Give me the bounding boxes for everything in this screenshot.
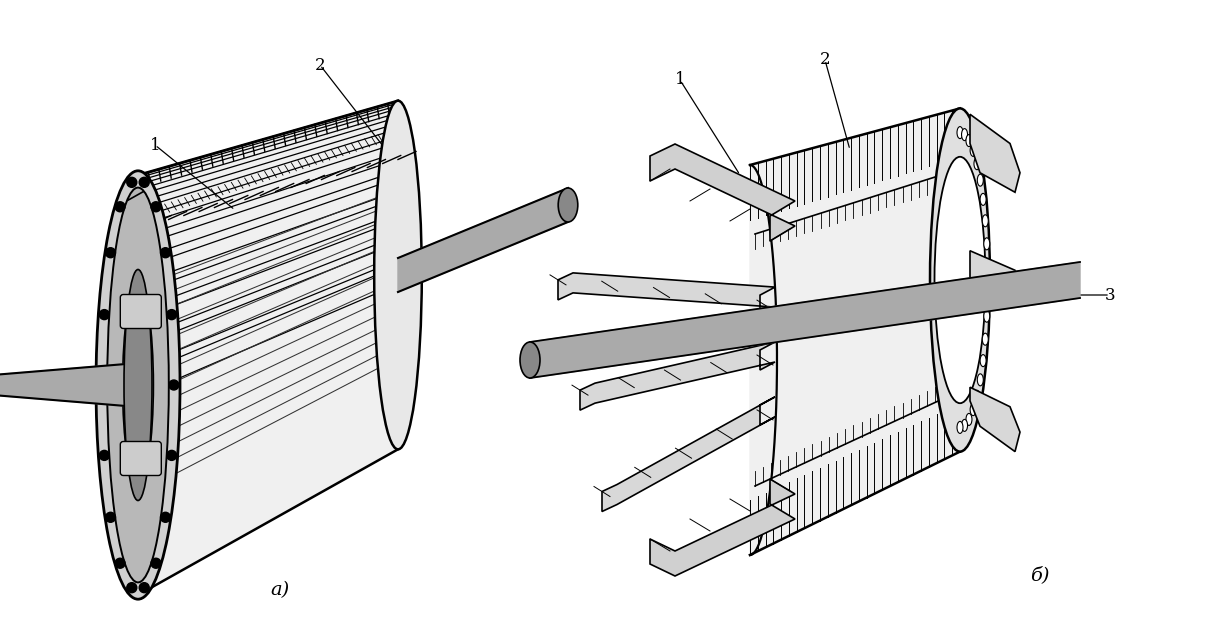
Circle shape xyxy=(139,177,150,187)
Ellipse shape xyxy=(935,157,985,403)
Polygon shape xyxy=(137,101,398,595)
Circle shape xyxy=(167,310,176,319)
Polygon shape xyxy=(651,479,795,576)
Text: 3: 3 xyxy=(1104,286,1115,304)
Circle shape xyxy=(100,310,109,319)
Ellipse shape xyxy=(966,413,972,425)
Text: 2: 2 xyxy=(315,57,326,74)
Ellipse shape xyxy=(962,419,968,431)
Circle shape xyxy=(126,583,136,592)
Ellipse shape xyxy=(978,174,984,186)
Circle shape xyxy=(151,558,161,568)
Ellipse shape xyxy=(985,262,991,274)
Circle shape xyxy=(169,380,179,390)
Ellipse shape xyxy=(957,126,963,138)
Ellipse shape xyxy=(966,135,972,147)
Ellipse shape xyxy=(974,391,980,403)
Ellipse shape xyxy=(984,310,990,322)
Ellipse shape xyxy=(970,144,976,156)
Circle shape xyxy=(116,202,125,211)
Ellipse shape xyxy=(985,286,991,298)
Circle shape xyxy=(116,558,125,568)
Circle shape xyxy=(161,512,170,522)
Ellipse shape xyxy=(96,171,180,599)
Ellipse shape xyxy=(107,187,169,582)
Polygon shape xyxy=(970,251,1025,300)
FancyBboxPatch shape xyxy=(120,441,162,476)
Ellipse shape xyxy=(375,101,422,450)
Circle shape xyxy=(106,248,116,258)
Polygon shape xyxy=(970,387,1020,451)
Circle shape xyxy=(97,380,107,390)
Ellipse shape xyxy=(980,354,986,366)
Ellipse shape xyxy=(957,422,963,434)
Polygon shape xyxy=(602,397,775,512)
Circle shape xyxy=(100,450,109,460)
Polygon shape xyxy=(750,109,959,555)
Ellipse shape xyxy=(930,109,990,451)
Ellipse shape xyxy=(984,238,990,250)
Polygon shape xyxy=(0,363,137,407)
Polygon shape xyxy=(398,188,568,292)
Ellipse shape xyxy=(978,374,984,386)
Text: 1: 1 xyxy=(150,137,161,154)
Polygon shape xyxy=(530,262,1080,378)
Polygon shape xyxy=(651,144,795,241)
Ellipse shape xyxy=(124,269,152,500)
Ellipse shape xyxy=(520,342,540,378)
FancyBboxPatch shape xyxy=(120,295,162,328)
Ellipse shape xyxy=(980,194,986,205)
Circle shape xyxy=(151,202,161,211)
Text: а): а) xyxy=(270,581,289,599)
Polygon shape xyxy=(558,273,775,315)
Ellipse shape xyxy=(962,129,968,140)
Circle shape xyxy=(161,248,170,258)
Circle shape xyxy=(126,177,136,187)
Ellipse shape xyxy=(983,333,989,345)
Circle shape xyxy=(139,583,150,592)
Text: б): б) xyxy=(1030,566,1049,584)
Ellipse shape xyxy=(970,404,976,416)
Circle shape xyxy=(167,450,176,460)
Ellipse shape xyxy=(123,284,153,486)
Polygon shape xyxy=(970,114,1020,192)
Text: 2: 2 xyxy=(820,51,831,69)
Text: 1: 1 xyxy=(675,72,686,88)
Circle shape xyxy=(106,512,116,522)
Polygon shape xyxy=(580,342,775,410)
Ellipse shape xyxy=(974,157,980,170)
Ellipse shape xyxy=(558,188,578,222)
Ellipse shape xyxy=(983,215,989,227)
